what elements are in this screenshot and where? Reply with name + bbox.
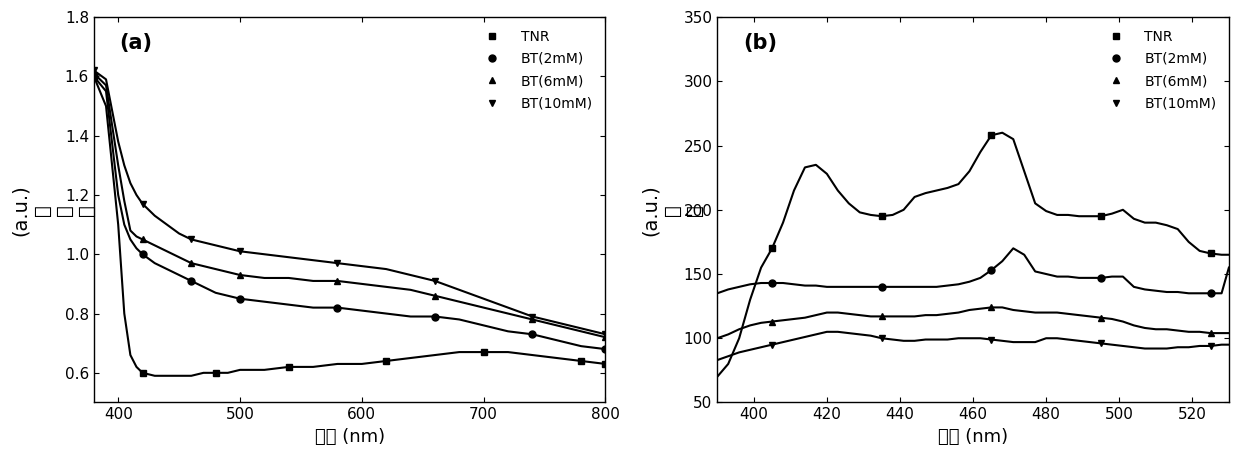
BT(2mM) — [874, 284, 889, 290]
BT(10mM) — [428, 278, 443, 284]
BT(10mM) — [233, 249, 248, 254]
TNR — [87, 74, 102, 79]
BT(2mM) — [1094, 275, 1109, 281]
BT(6mM) — [525, 317, 539, 322]
BT(2mM) — [765, 280, 780, 286]
BT(6mM) — [874, 314, 889, 319]
TNR — [983, 133, 998, 138]
BT(10mM) — [87, 68, 102, 73]
BT(10mM) — [525, 314, 539, 319]
Line: BT(10mM): BT(10mM) — [91, 67, 609, 338]
TNR — [765, 245, 780, 251]
TNR — [874, 213, 889, 219]
TNR — [476, 349, 491, 355]
BT(6mM) — [184, 260, 198, 266]
TNR — [1203, 251, 1218, 256]
Line: BT(10mM): BT(10mM) — [769, 335, 1214, 350]
TNR — [598, 361, 613, 367]
BT(10mM) — [765, 342, 780, 347]
Line: TNR: TNR — [91, 73, 609, 376]
TNR — [378, 358, 393, 364]
BT(10mM) — [1203, 343, 1218, 349]
Y-axis label: (a.u.)
强
度: (a.u.) 强 度 — [641, 184, 704, 236]
BT(10mM) — [184, 237, 198, 242]
Legend: TNR, BT(2mM), BT(6mM), BT(10mM): TNR, BT(2mM), BT(6mM), BT(10mM) — [470, 24, 599, 116]
BT(2mM) — [135, 251, 150, 257]
BT(6mM) — [330, 278, 345, 284]
Line: TNR: TNR — [769, 132, 1214, 257]
TNR — [281, 364, 296, 370]
BT(10mM) — [874, 335, 889, 341]
BT(6mM) — [1203, 330, 1218, 336]
BT(2mM) — [1203, 291, 1218, 296]
BT(10mM) — [983, 337, 998, 342]
TNR — [574, 358, 589, 364]
BT(10mM) — [598, 331, 613, 337]
BT(2mM) — [983, 267, 998, 273]
Legend: TNR, BT(2mM), BT(6mM), BT(10mM): TNR, BT(2mM), BT(6mM), BT(10mM) — [1092, 24, 1221, 116]
BT(6mM) — [233, 272, 248, 278]
TNR — [135, 370, 150, 376]
BT(6mM) — [1094, 315, 1109, 320]
BT(2mM) — [87, 74, 102, 79]
BT(10mM) — [135, 201, 150, 207]
BT(6mM) — [765, 319, 780, 324]
BT(2mM) — [330, 305, 345, 310]
BT(6mM) — [428, 293, 443, 298]
BT(2mM) — [525, 331, 539, 337]
BT(10mM) — [330, 260, 345, 266]
Text: (a): (a) — [119, 32, 153, 53]
X-axis label: 波长 (nm): 波长 (nm) — [315, 428, 384, 446]
Text: (b): (b) — [743, 32, 776, 53]
TNR — [208, 370, 223, 376]
BT(6mM) — [598, 335, 613, 340]
TNR — [1094, 213, 1109, 219]
Y-axis label: (a.u.)
吸
光
度: (a.u.) 吸 光 度 — [11, 184, 97, 236]
Line: BT(6mM): BT(6mM) — [769, 304, 1214, 336]
BT(2mM) — [598, 346, 613, 352]
Line: BT(2mM): BT(2mM) — [769, 267, 1214, 297]
BT(2mM) — [428, 314, 443, 319]
BT(6mM) — [135, 237, 150, 242]
BT(6mM) — [87, 71, 102, 76]
Line: BT(2mM): BT(2mM) — [91, 73, 609, 353]
BT(2mM) — [184, 278, 198, 284]
BT(6mM) — [983, 305, 998, 310]
BT(2mM) — [233, 296, 248, 302]
X-axis label: 波长 (nm): 波长 (nm) — [937, 428, 1008, 446]
Line: BT(6mM): BT(6mM) — [91, 70, 609, 341]
BT(10mM) — [1094, 340, 1109, 346]
